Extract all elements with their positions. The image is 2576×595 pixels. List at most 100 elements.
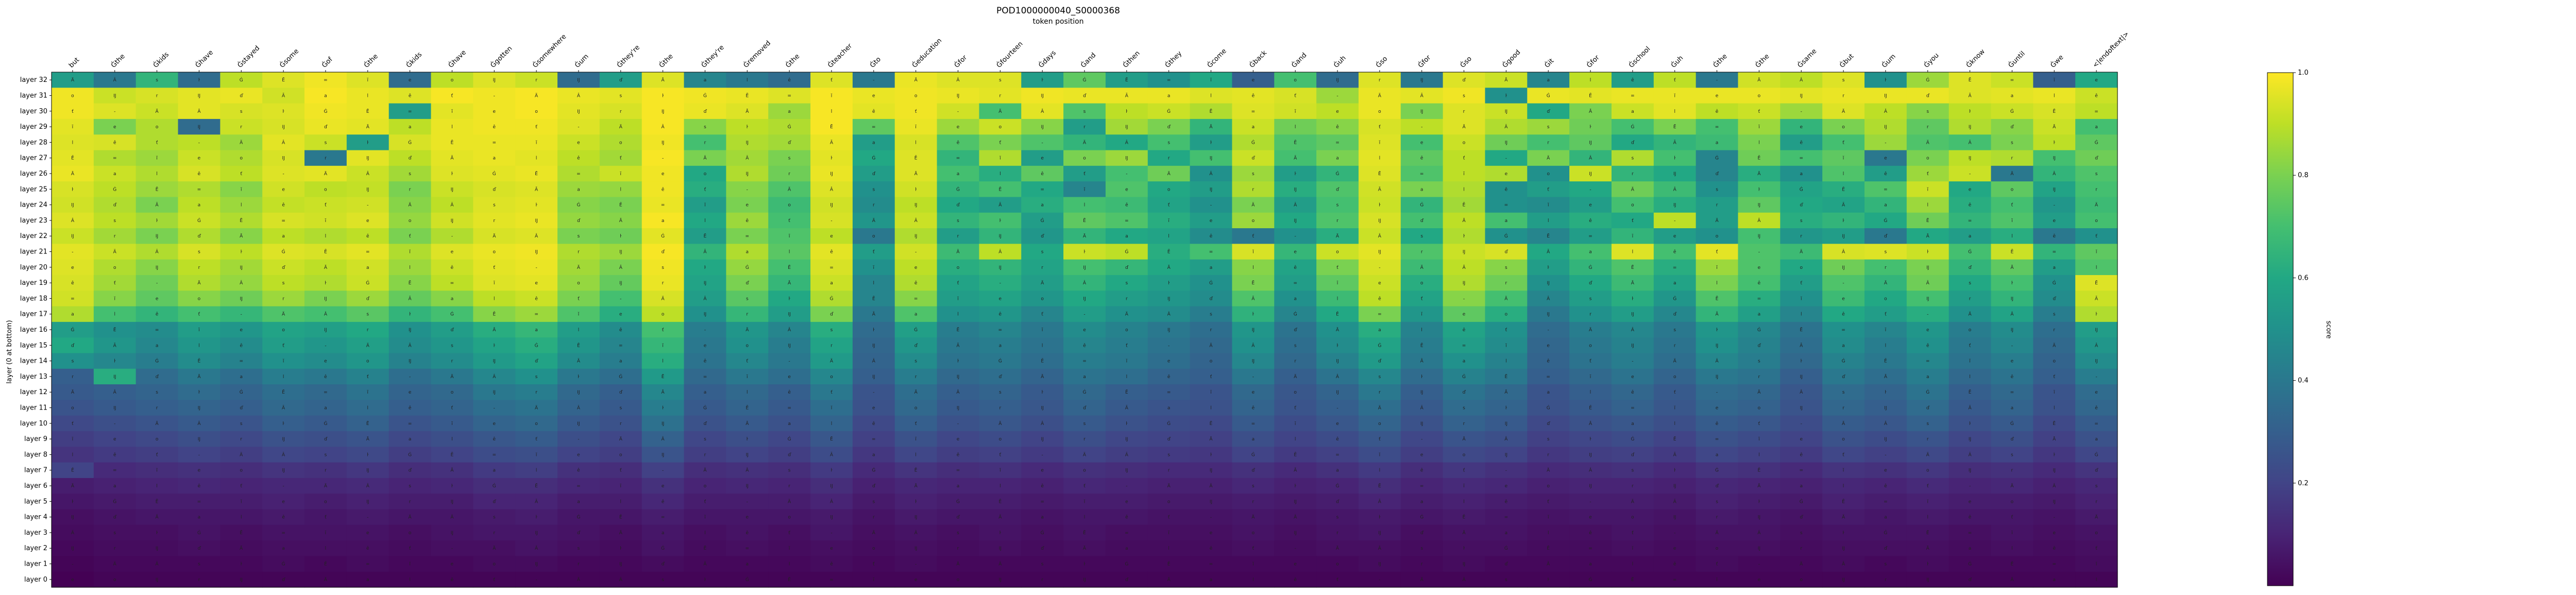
heatmap-cell <box>388 291 432 307</box>
cell-token-glyph: Ä <box>366 343 370 348</box>
heatmap-cell <box>1190 244 1233 260</box>
cell-token-glyph: Â <box>1800 389 1803 395</box>
heatmap-cell <box>1527 291 1570 307</box>
heatmap-cell <box>346 118 389 135</box>
heatmap-cell <box>1991 384 2033 400</box>
heatmap-cell <box>346 181 389 198</box>
heatmap-cell <box>178 150 221 166</box>
cell-token-glyph: ê <box>1505 499 1508 504</box>
heatmap-cell <box>684 571 726 588</box>
cell-token-glyph: ĭ <box>1420 312 1422 317</box>
cell-token-glyph: - <box>1548 328 1549 333</box>
heatmap-cell <box>1232 353 1275 369</box>
heatmap-cell <box>1232 244 1275 260</box>
heatmap-cell <box>2075 494 2118 510</box>
cell-token-glyph: Ā <box>1673 452 1677 457</box>
cell-token-glyph: Ä <box>914 77 918 83</box>
heatmap-cell <box>388 72 432 88</box>
cell-token-glyph: ď <box>1842 375 1845 380</box>
heatmap-cell <box>1443 509 1486 525</box>
cell-token-glyph: Ā <box>619 218 623 224</box>
cell-token-glyph: r <box>325 468 327 473</box>
heatmap-cell <box>599 415 642 432</box>
cell-token-glyph: r <box>746 312 748 317</box>
cell-token-glyph: Ā <box>1041 374 1044 380</box>
heatmap-cell <box>641 447 685 463</box>
cell-token-glyph: ê <box>1884 171 1887 177</box>
heatmap-cell <box>220 462 263 479</box>
cell-token-glyph: Ā <box>156 202 159 208</box>
heatmap-cell <box>726 134 769 151</box>
cell-token-glyph: a <box>1210 265 1213 270</box>
heatmap-cell <box>1696 321 1739 338</box>
heatmap-cell <box>1864 72 1907 88</box>
cell-token-glyph: = <box>1546 375 1550 380</box>
cell-token-glyph: ť <box>2095 546 2097 551</box>
heatmap-cell <box>937 165 980 182</box>
heatmap-cell <box>1274 259 1317 276</box>
cell-token-glyph: Ä <box>1842 109 1845 114</box>
cell-token-glyph: = <box>829 577 834 583</box>
cell-token-glyph: ĭ <box>999 468 1001 473</box>
heatmap-cell <box>852 368 895 385</box>
cell-token-glyph: ď <box>1589 281 1592 286</box>
heatmap-cell <box>1147 118 1191 135</box>
cell-token-glyph: Â <box>1462 264 1466 270</box>
cell-token-glyph: Â <box>872 358 876 364</box>
heatmap-cell <box>52 103 94 120</box>
cell-token-glyph: o <box>872 546 875 551</box>
cell-token-glyph: ť <box>999 140 1002 145</box>
heatmap-cell <box>557 259 600 276</box>
heatmap-cell <box>979 228 1022 244</box>
heatmap-cell <box>1358 509 1401 525</box>
heatmap-cell <box>641 181 685 198</box>
heatmap-cell <box>684 181 726 198</box>
cell-token-glyph: = <box>661 203 665 208</box>
heatmap-cell <box>1443 431 1486 447</box>
cell-token-glyph: l <box>1801 312 1802 317</box>
heatmap-cell <box>2033 478 2076 494</box>
heatmap-cell <box>599 431 642 447</box>
heatmap-cell <box>599 197 642 213</box>
cell-token-glyph: ď <box>1926 93 1930 98</box>
cell-token-glyph: Ĳ <box>1589 172 1591 177</box>
heatmap-cell <box>262 447 305 463</box>
heatmap-cell <box>1316 118 1359 135</box>
cell-token-glyph: Ġ <box>745 577 749 583</box>
heatmap-cell <box>220 244 263 260</box>
cell-token-glyph: s <box>872 187 875 192</box>
heatmap-cell <box>262 150 305 166</box>
heatmap-cell <box>1021 384 1064 400</box>
cell-token-glyph: = <box>1125 218 1129 224</box>
heatmap-cell <box>388 181 432 198</box>
heatmap-cell <box>1232 72 1275 88</box>
cell-token-glyph: - <box>1969 484 1971 489</box>
heatmap-cell <box>894 197 938 213</box>
heatmap-cell <box>937 509 980 525</box>
cell-token-glyph: ť <box>747 359 749 364</box>
heatmap-cell <box>1105 118 1148 135</box>
heatmap-cell <box>979 384 1022 400</box>
heatmap-cell <box>1274 524 1317 541</box>
cell-token-glyph: = <box>1040 187 1044 192</box>
heatmap-cell <box>1569 103 1612 120</box>
cell-token-glyph: ê <box>662 499 665 504</box>
heatmap-cell <box>1485 447 1528 463</box>
cell-token-glyph: a <box>324 406 327 411</box>
heatmap-cell <box>852 275 895 291</box>
cell-token-glyph: Ā <box>1294 156 1297 161</box>
heatmap-cell <box>1063 447 1106 463</box>
cell-token-glyph: Ē <box>1125 77 1128 83</box>
cell-token-glyph: r <box>1463 109 1465 114</box>
heatmap-cell <box>937 259 980 276</box>
heatmap-cell <box>1400 540 1444 556</box>
heatmap-cell <box>979 509 1022 525</box>
heatmap-cell <box>684 509 726 525</box>
cell-token-glyph: Ä <box>1251 202 1255 208</box>
cell-token-glyph: - <box>578 437 579 442</box>
heatmap-cell <box>1232 337 1275 354</box>
cell-token-glyph: Ġ <box>197 218 201 224</box>
cell-token-glyph: - <box>1042 140 1043 145</box>
cell-token-glyph: s <box>1547 437 1550 442</box>
cell-token-glyph: - <box>72 249 73 254</box>
